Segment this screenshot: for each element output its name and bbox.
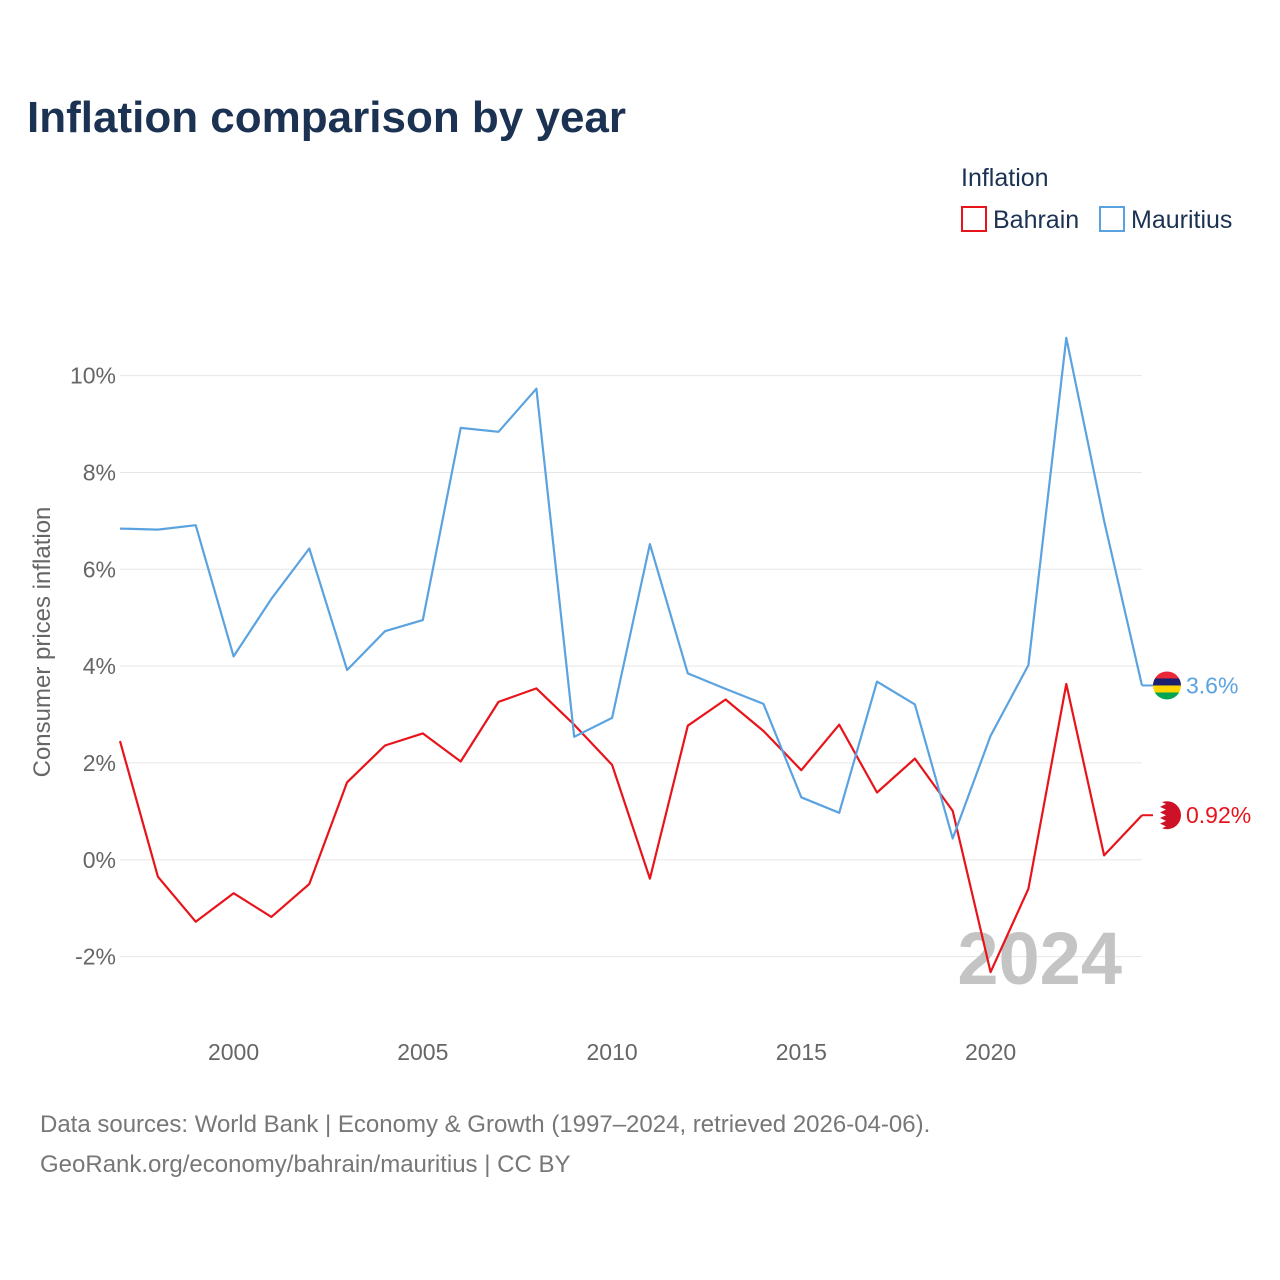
y-axis-label: Consumer prices inflation	[29, 507, 56, 778]
x-tick-label: 2005	[397, 1039, 448, 1065]
y-tick-label: 0%	[83, 847, 116, 873]
legend-swatch-mauritius	[1099, 206, 1125, 232]
y-tick-label: 10%	[70, 363, 116, 389]
legend-label-bahrain: Bahrain	[993, 206, 1079, 234]
flag-bahrain-icon	[1153, 801, 1181, 830]
chart-title: Inflation comparison by year	[27, 93, 626, 142]
legend-title: Inflation	[961, 164, 1049, 192]
end-label-bahrain: 0.92%	[1186, 802, 1251, 828]
gridlines	[120, 375, 1142, 958]
legend-swatch-bahrain	[961, 206, 987, 232]
legend-item-bahrain[interactable]: Bahrain	[961, 206, 1079, 234]
source-line-1: Data sources: World Bank | Economy & Gro…	[40, 1111, 930, 1138]
x-tick-label: 2020	[965, 1039, 1016, 1065]
source-line-2[interactable]: GeoRank.org/economy/bahrain/mauritius | …	[40, 1151, 570, 1178]
series-end-markers: 0.92% 3.6%	[1142, 671, 1251, 830]
x-tick-label: 2015	[776, 1039, 827, 1065]
x-tick-label: 2000	[208, 1039, 259, 1065]
year-watermark: 2024	[957, 917, 1122, 1000]
y-tick-label: 8%	[83, 459, 116, 485]
series-lines	[118, 336, 1144, 974]
series-line-mauritius[interactable]	[119, 336, 1144, 840]
x-tick-label: 2010	[586, 1039, 637, 1065]
y-tick-label: 4%	[83, 653, 116, 679]
legend: Bahrain Mauritius	[961, 206, 1232, 234]
end-label-mauritius: 3.6%	[1186, 672, 1238, 698]
series-line-bahrain[interactable]	[118, 682, 1143, 974]
y-tick-label: 6%	[83, 556, 116, 582]
y-axis-ticks: -2% 0% 2% 4% 6% 8% 10%	[70, 363, 116, 970]
flag-mauritius-icon	[1153, 671, 1181, 700]
legend-label-mauritius: Mauritius	[1131, 206, 1232, 234]
x-axis-ticks: 2000 2005 2010 2015 2020	[208, 1039, 1016, 1065]
y-tick-label: 2%	[83, 750, 116, 776]
legend-item-mauritius[interactable]: Mauritius	[1099, 206, 1232, 234]
y-tick-label: -2%	[75, 944, 116, 970]
